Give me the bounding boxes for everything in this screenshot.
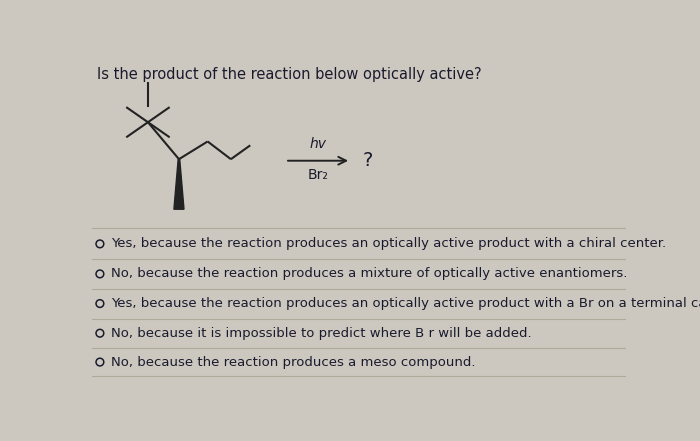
Text: Is the product of the reaction below optically active?: Is the product of the reaction below opt… bbox=[97, 67, 482, 82]
Text: hv: hv bbox=[309, 138, 327, 151]
Text: No, because the reaction produces a meso compound.: No, because the reaction produces a meso… bbox=[111, 355, 475, 369]
Text: No, because the reaction produces a mixture of optically active enantiomers.: No, because the reaction produces a mixt… bbox=[111, 267, 627, 280]
Text: ?: ? bbox=[363, 151, 373, 170]
Polygon shape bbox=[174, 159, 184, 209]
Text: No, because it is impossible to predict where B r will be added.: No, because it is impossible to predict … bbox=[111, 327, 531, 340]
Text: Br₂: Br₂ bbox=[307, 168, 328, 183]
Text: Yes, because the reaction produces an optically active product with a Br on a te: Yes, because the reaction produces an op… bbox=[111, 297, 700, 310]
Text: Yes, because the reaction produces an optically active product with a chiral cen: Yes, because the reaction produces an op… bbox=[111, 237, 666, 250]
